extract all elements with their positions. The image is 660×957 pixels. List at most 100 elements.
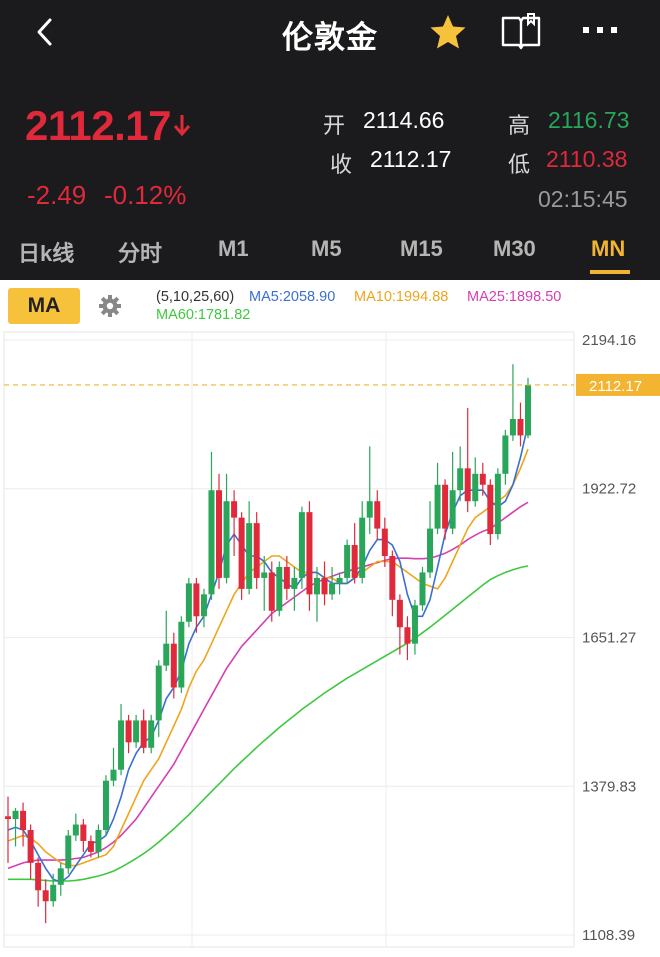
candle — [472, 457, 479, 507]
tab-m1[interactable]: M1 — [218, 236, 249, 261]
candle — [449, 451, 456, 535]
favorite-star-icon[interactable] — [428, 12, 468, 52]
candle-body — [163, 643, 170, 666]
more-menu-icon[interactable] — [580, 20, 620, 40]
ma-params: (5,10,25,60) — [156, 289, 235, 305]
candle-body — [35, 862, 42, 891]
quote-header: 伦敦金 2112.17 -2.49 -0.12% 开 2114.66 收 211… — [0, 0, 660, 280]
candle-body — [5, 816, 11, 820]
candle — [434, 462, 441, 535]
candle-body — [261, 572, 268, 578]
candle — [464, 408, 471, 513]
candle — [411, 599, 418, 655]
candle-body — [193, 583, 200, 617]
tab-mn[interactable]: MN — [591, 236, 626, 261]
tab-m5[interactable]: M5 — [311, 236, 342, 261]
candle — [336, 572, 343, 595]
close-value: 2112.17 — [370, 146, 452, 172]
candle-body — [411, 605, 418, 644]
low-label: 低 — [508, 152, 531, 177]
candle-body — [238, 517, 245, 589]
candle-body — [253, 523, 260, 578]
candle — [366, 446, 373, 535]
candle-body — [487, 484, 494, 535]
candle — [313, 566, 320, 622]
candle-body — [359, 517, 366, 578]
candle-body — [329, 583, 336, 595]
candle-body — [336, 577, 343, 584]
candle-body — [216, 490, 223, 578]
candle — [5, 796, 11, 863]
ma-indicator-button[interactable]: MA — [8, 288, 80, 324]
gear-icon[interactable] — [98, 294, 122, 318]
candle — [148, 714, 155, 754]
candle-body — [464, 468, 471, 502]
candle — [35, 857, 42, 907]
candle-body — [57, 868, 64, 885]
candle — [261, 555, 268, 611]
candle — [306, 501, 313, 611]
candle — [396, 594, 403, 655]
candle-body — [381, 528, 388, 556]
ma10-value: MA10:1994.88 — [354, 289, 449, 305]
candle — [283, 555, 290, 600]
candle — [216, 473, 223, 589]
candle — [193, 577, 200, 633]
notes-book-icon[interactable] — [500, 12, 542, 50]
candle — [110, 747, 117, 787]
open-label: 开 — [323, 113, 346, 138]
ma25-value: MA25:1898.50 — [467, 289, 562, 305]
tab-daily-kline[interactable]: 日k线 — [18, 241, 75, 266]
candle-body — [95, 829, 102, 852]
tab-m15[interactable]: M15 — [400, 236, 443, 261]
ma60-line — [8, 565, 529, 882]
candle-body — [298, 512, 305, 578]
low-value: 2110.38 — [546, 146, 628, 172]
candle — [12, 808, 19, 847]
candle-body — [27, 829, 34, 863]
candle-body — [457, 468, 464, 491]
ma5-value: MA5:2058.90 — [249, 289, 336, 305]
candle — [231, 490, 238, 556]
candle-body — [389, 555, 396, 600]
candle — [50, 873, 57, 907]
high-value: 2116.73 — [548, 107, 630, 133]
indicator-bar: MA (5,10,25,60) MA5:2058.90 MA10:1994.88… — [0, 280, 660, 332]
candle-body — [344, 545, 351, 578]
candle-body — [125, 720, 132, 743]
ma60-value: MA60:1781.82 — [156, 307, 251, 323]
candle-body — [366, 501, 373, 518]
candle-body — [291, 577, 298, 589]
candle — [321, 561, 328, 606]
candle-body — [231, 501, 238, 518]
candle-body — [178, 621, 185, 688]
candle-body — [87, 840, 94, 852]
tab-m30[interactable]: M30 — [493, 236, 536, 261]
candle-body — [313, 577, 320, 595]
page-title: 伦敦金 — [282, 20, 378, 55]
candle-body — [118, 720, 125, 770]
candle — [276, 561, 283, 617]
candle — [525, 377, 531, 439]
price-down-arrow-icon — [173, 115, 191, 137]
candle — [95, 824, 102, 858]
price-change: -2.49 — [27, 180, 87, 210]
top-bar: 伦敦金 — [0, 0, 660, 66]
candle — [427, 501, 434, 578]
candle — [223, 473, 230, 584]
candle-body — [110, 769, 117, 781]
active-tab-underline — [590, 270, 630, 274]
back-arrow-icon[interactable] — [30, 14, 62, 50]
tab-timeshare[interactable]: 分时 — [118, 241, 163, 266]
chart-frame — [3, 331, 575, 948]
period-tabs: 日k线 分时 M1 M5 M15 M30 MN — [0, 228, 660, 276]
kline-chart[interactable]: 2194.16 1922.72 1651.27 1379.83 1108.39 2112.… — [0, 330, 660, 952]
candle — [133, 714, 140, 748]
candle — [208, 451, 215, 600]
candle — [185, 577, 192, 628]
high-label: 高 — [508, 113, 531, 138]
candle-body — [155, 665, 162, 721]
candle-body — [102, 780, 109, 830]
candle — [253, 512, 260, 589]
candle — [178, 616, 185, 693]
